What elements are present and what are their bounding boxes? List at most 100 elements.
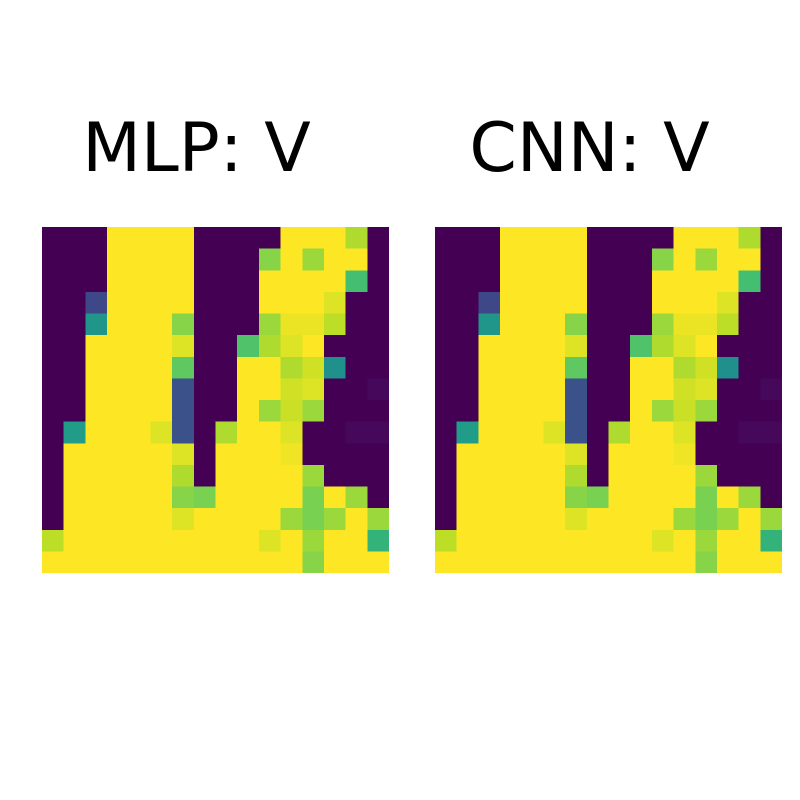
heatmap-cell — [630, 508, 653, 531]
heatmap-cell — [63, 356, 86, 379]
heatmap-cell — [586, 291, 610, 314]
heatmap-cell — [651, 227, 675, 250]
heatmap-cell — [738, 270, 761, 293]
heatmap-cell — [738, 291, 761, 314]
heatmap-cell — [673, 378, 696, 401]
heatmap-cell — [258, 529, 282, 552]
heatmap-cell — [63, 378, 86, 401]
heatmap-cell — [302, 400, 325, 423]
heatmap-cell — [651, 335, 675, 358]
heatmap-cell — [150, 378, 173, 401]
heatmap-cell — [128, 464, 151, 487]
heatmap-cell — [107, 421, 130, 444]
heatmap-cell — [435, 464, 458, 487]
heatmap-cell — [237, 291, 260, 314]
heatmap-cell — [521, 313, 544, 336]
heatmap-cell — [280, 335, 303, 358]
heatmap-cell — [345, 551, 368, 573]
heatmap-cell — [478, 227, 501, 250]
heatmap-cell — [345, 486, 368, 509]
heatmap-cell — [738, 443, 761, 466]
heatmap-cell — [651, 313, 675, 336]
heatmap-cell — [521, 291, 544, 314]
heatmap-cell — [172, 421, 195, 444]
heatmap-cell — [738, 508, 761, 531]
heatmap-cell — [107, 529, 130, 552]
heatmap-cell — [543, 486, 566, 509]
heatmap-cell — [500, 378, 523, 401]
heatmap-cell — [456, 551, 479, 573]
heatmap-cell — [193, 313, 217, 336]
heatmap-cell — [323, 378, 347, 401]
heatmap-cell — [85, 551, 108, 573]
heatmap-cell — [128, 227, 151, 250]
heatmap-cell — [302, 248, 325, 271]
heatmap-cell — [85, 378, 108, 401]
heatmap-cell — [456, 400, 479, 423]
heatmap-cell — [478, 356, 501, 379]
heatmap-cell — [456, 335, 479, 358]
heatmap-cell — [367, 291, 389, 314]
heatmap-cell — [237, 335, 260, 358]
heatmap-cell — [630, 551, 653, 573]
heatmap-cell — [608, 248, 631, 271]
heatmap-cell — [543, 291, 566, 314]
heatmap-cell — [258, 551, 282, 573]
heatmap-cell — [107, 335, 130, 358]
heatmap-cell — [673, 443, 696, 466]
heatmap-cell — [673, 227, 696, 250]
heatmap-cell — [237, 313, 260, 336]
heatmap-cell — [193, 227, 217, 250]
heatmap-cell — [215, 335, 238, 358]
heatmap-cell — [150, 356, 173, 379]
heatmap-cell — [128, 508, 151, 531]
heatmap-cell — [42, 400, 65, 423]
heatmap-cell — [565, 378, 588, 401]
heatmap-cell — [42, 335, 65, 358]
heatmap-cell — [215, 464, 238, 487]
heatmap-cell — [193, 400, 217, 423]
heatmap-cell — [651, 551, 675, 573]
heatmap-cell — [345, 508, 368, 531]
heatmap-cell — [565, 248, 588, 271]
heatmap-cell — [302, 378, 325, 401]
heatmap-cell — [651, 400, 675, 423]
heatmap-cell — [521, 421, 544, 444]
heatmap-cell — [608, 551, 631, 573]
heatmap-cell — [695, 400, 718, 423]
heatmap-cell — [345, 270, 368, 293]
heatmap-cell — [215, 486, 238, 509]
heatmap-cell — [128, 270, 151, 293]
heatmap-cell — [128, 335, 151, 358]
heatmap-cell — [150, 270, 173, 293]
heatmap-cell — [215, 421, 238, 444]
mlp-panel: MLP: V — [0, 0, 393, 800]
heatmap-cell — [85, 227, 108, 250]
heatmap-cell — [586, 356, 610, 379]
heatmap-cell — [608, 443, 631, 466]
heatmap-cell — [215, 378, 238, 401]
heatmap-cell — [630, 443, 653, 466]
heatmap-cell — [42, 464, 65, 487]
heatmap-cell — [543, 508, 566, 531]
heatmap-cell — [478, 400, 501, 423]
heatmap-cell — [63, 529, 86, 552]
heatmap-cell — [456, 529, 479, 552]
heatmap-cell — [586, 421, 610, 444]
heatmap-cell — [85, 529, 108, 552]
heatmap-cell — [500, 313, 523, 336]
heatmap-cell — [280, 313, 303, 336]
heatmap-cell — [760, 443, 782, 466]
heatmap-cell — [215, 356, 238, 379]
heatmap-cell — [456, 464, 479, 487]
heatmap-cell — [456, 270, 479, 293]
heatmap-cell — [367, 443, 389, 466]
heatmap-cell — [543, 335, 566, 358]
heatmap-cell — [345, 227, 368, 250]
heatmap-cell — [85, 508, 108, 531]
heatmap-cell — [63, 313, 86, 336]
heatmap-cell — [172, 227, 195, 250]
heatmap-cell — [630, 227, 653, 250]
heatmap-cell — [237, 378, 260, 401]
heatmap-cell — [42, 313, 65, 336]
